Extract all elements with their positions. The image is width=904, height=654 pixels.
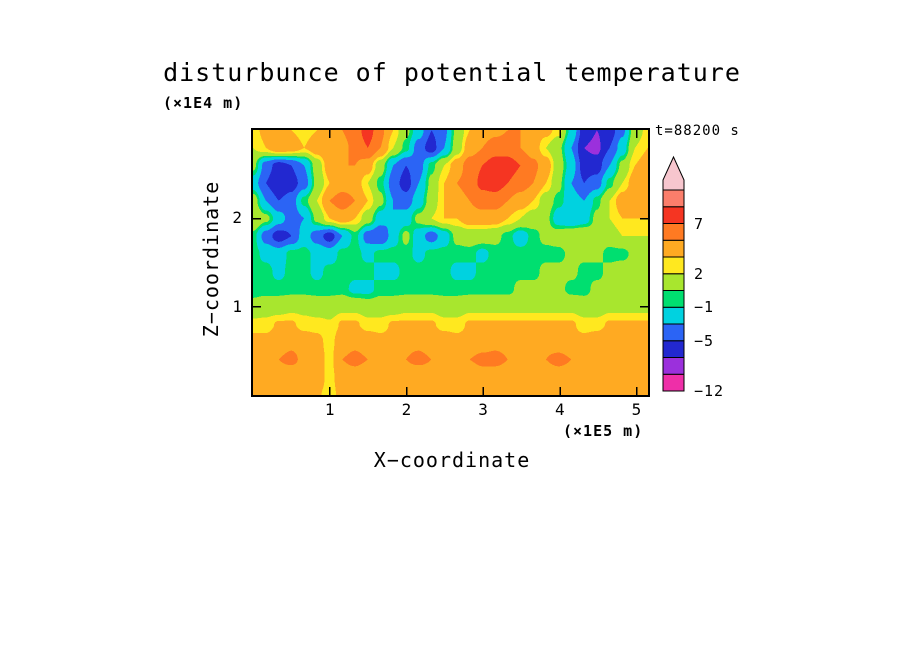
x-tick-label: 3: [478, 400, 488, 419]
colorbar-label: −12: [694, 382, 725, 400]
colorbar-arrow-icon: [662, 155, 685, 191]
colorbar-patch: [662, 323, 685, 342]
x-tick-label: 1: [324, 400, 335, 419]
colorbar-label: 2: [694, 264, 705, 283]
colorbar-patch: [662, 223, 685, 241]
colorbar-label: −1: [694, 298, 715, 317]
plot-title: disturbunce of potential temperature: [163, 58, 741, 87]
x-axis-unit-label: (×1E5 m): [563, 422, 644, 440]
colorbar-patch: [662, 306, 685, 325]
z-axis-unit-label: (×1E4 m): [163, 94, 244, 112]
colorbar-patch: [662, 290, 685, 308]
plot-area: [251, 128, 650, 397]
colorbar-patch: [662, 373, 685, 392]
time-label: t=88200 s: [655, 123, 740, 139]
colorbar-patch: [662, 189, 685, 208]
colorbar: [662, 155, 685, 392]
x-tick-label: 2: [401, 400, 412, 419]
colorbar-patch: [662, 206, 685, 224]
heatmap-canvas: [253, 130, 648, 395]
z-tick-label: 1: [232, 296, 242, 316]
z-axis-title: Z−coordinate: [199, 180, 223, 338]
colorbar-patch: [662, 273, 685, 291]
colorbar-patch: [662, 239, 685, 258]
x-tick-label: 5: [631, 400, 642, 419]
colorbar-patch: [662, 357, 685, 375]
colorbar-label: 7: [694, 214, 705, 233]
x-axis-title: X−coordinate: [373, 448, 531, 472]
x-tick-label: 4: [554, 400, 565, 419]
colorbar-patch: [662, 340, 685, 358]
colorbar-label: −5: [694, 331, 715, 350]
colorbar-patch: [662, 256, 685, 275]
z-tick-label: 2: [232, 208, 242, 228]
